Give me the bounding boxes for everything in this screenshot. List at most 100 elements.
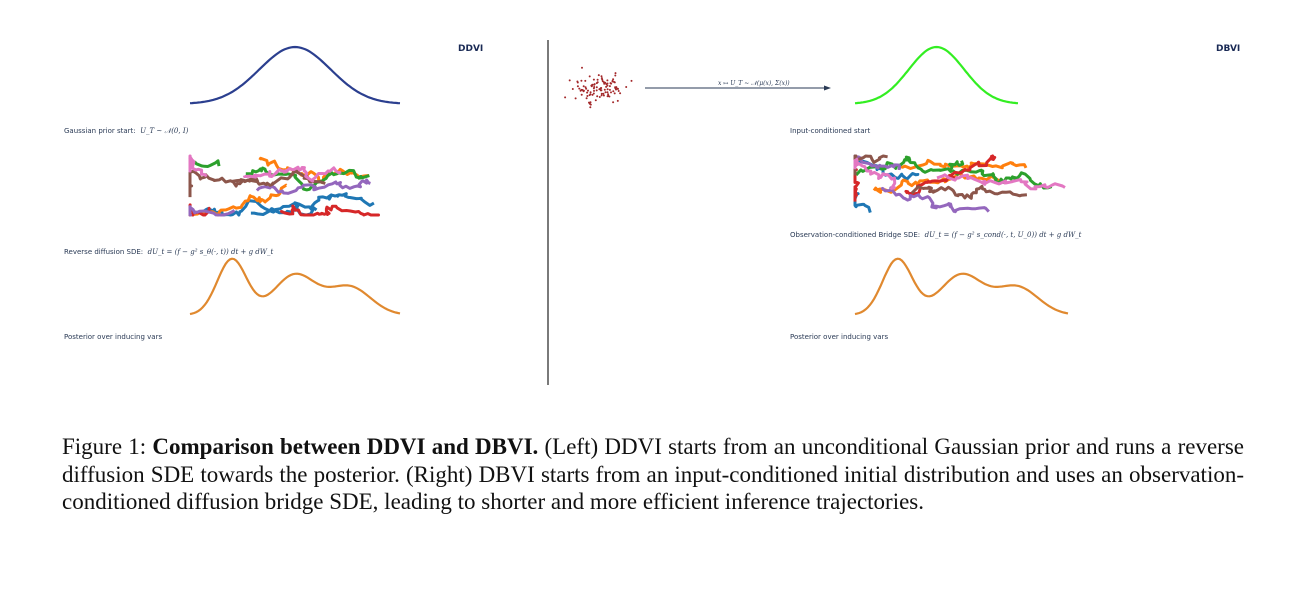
trajectory-line [255, 178, 371, 195]
trajectory-line [250, 192, 375, 216]
scatter-point [616, 87, 619, 90]
scatter-point [617, 90, 620, 92]
sde-label-text: Reverse diffusion SDE: [64, 248, 144, 256]
scatter-point [613, 92, 616, 95]
trajectory-line [279, 204, 380, 217]
scatter-point [593, 89, 595, 92]
scatter-point [606, 91, 609, 94]
scatter-point [582, 85, 585, 88]
scatter-point [600, 94, 603, 97]
trajectories-right [853, 154, 1066, 214]
scatter-point [605, 85, 608, 88]
scatter-point [588, 75, 591, 78]
scatter-point [580, 79, 583, 82]
trajectory-line [936, 173, 1066, 191]
scatter-point [601, 78, 604, 81]
trajectories-left [188, 154, 380, 217]
scatter-point [586, 91, 589, 94]
scatter-point [587, 89, 589, 92]
caption-prefix: Figure 1: [62, 434, 153, 459]
scatter-point [571, 88, 574, 90]
trajectory-line [910, 184, 1028, 200]
scatter-point [612, 90, 615, 93]
scatter-point [601, 80, 604, 83]
scatter-point [592, 92, 595, 95]
scatter-point [607, 93, 610, 96]
bridge-sde-math: dU_t = (f − g² s_cond(·, t, U_0)) dt + g… [924, 231, 1082, 239]
scatter-point [581, 66, 583, 69]
scatter-point [568, 79, 571, 82]
start-label: Input-conditioned start [790, 127, 871, 135]
scatter-point [619, 92, 622, 95]
scatter-point [579, 89, 582, 92]
scatter-point [606, 84, 609, 87]
prior-label: Gaussian prior start: U_T ~ 𝒩(0, I) [64, 127, 188, 136]
scatter-point [589, 91, 592, 94]
scatter-point [606, 95, 609, 98]
scatter-point [602, 94, 605, 97]
input-scatter [564, 66, 633, 109]
scatter-point [599, 89, 602, 92]
scatter-point [589, 101, 592, 104]
posterior-label-right: Posterior over inducing vars [790, 333, 889, 341]
scatter-point [600, 87, 603, 89]
caption-bold: Comparison between DDVI and DBVI. [152, 434, 539, 459]
scatter-point [593, 83, 596, 86]
trajectory-line [853, 157, 897, 190]
scatter-point [576, 85, 579, 88]
scatter-point [595, 86, 598, 89]
scatter-point [614, 74, 617, 77]
scatter-point [610, 91, 612, 94]
scatter-point [593, 86, 596, 88]
scatter-point [608, 85, 611, 88]
scatter-point [612, 78, 615, 81]
scatter-point [564, 96, 567, 99]
scatter-point [612, 101, 615, 104]
prior-label-text: Gaussian prior start: [64, 127, 136, 135]
scatter-point [608, 88, 611, 91]
scatter-point [611, 80, 614, 83]
posterior-curve-right [854, 257, 1069, 316]
scatter-point [589, 106, 592, 109]
scatter-point [596, 81, 599, 84]
scatter-point [600, 92, 603, 95]
scatter-point [598, 96, 601, 98]
trajectory-line [231, 169, 326, 188]
scatter-point [606, 88, 609, 91]
trajectory-line [188, 154, 208, 178]
trajectory-line [899, 158, 1028, 170]
sde-math: dU_t = (f − g² s_θ(·, t)) dt + g dW_t [147, 248, 274, 256]
scatter-point [613, 81, 616, 83]
scatter-point [596, 78, 599, 81]
scatter-point [616, 99, 619, 102]
scatter-point [588, 94, 591, 97]
scatter-point [600, 75, 603, 78]
gaussian-prior-curve [189, 45, 401, 105]
scatter-point [614, 87, 617, 90]
bridge-sde-label: Observation-conditioned Bridge SDE: dU_t… [790, 231, 1082, 239]
scatter-point [604, 91, 607, 94]
scatter-point [574, 97, 577, 100]
scatter-point [604, 81, 607, 84]
scatter-point [592, 78, 595, 81]
scatter-point [595, 89, 598, 92]
scatter-point [590, 85, 593, 88]
scatter-point [576, 80, 579, 83]
arrow-head-icon [824, 85, 831, 91]
scatter-point [596, 95, 599, 98]
scatter-point [600, 77, 603, 80]
scatter-point [609, 82, 612, 85]
prior-math: U_T ~ 𝒩(0, I) [140, 127, 189, 135]
scatter-point [586, 95, 589, 97]
scatter-point [588, 102, 591, 105]
scatter-point [591, 93, 594, 96]
trajectory-line [188, 205, 236, 217]
ddvi-title: DDVI [458, 44, 484, 54]
scatter-point [584, 79, 587, 82]
figure-caption: Figure 1: Comparison between DDVI and DB… [62, 433, 1244, 516]
input-conditioned-start-curve [854, 45, 1019, 105]
scatter-point [603, 88, 606, 91]
scatter-point [602, 92, 605, 95]
scatter-point [585, 97, 588, 100]
figure-canvas [188, 40, 1069, 385]
